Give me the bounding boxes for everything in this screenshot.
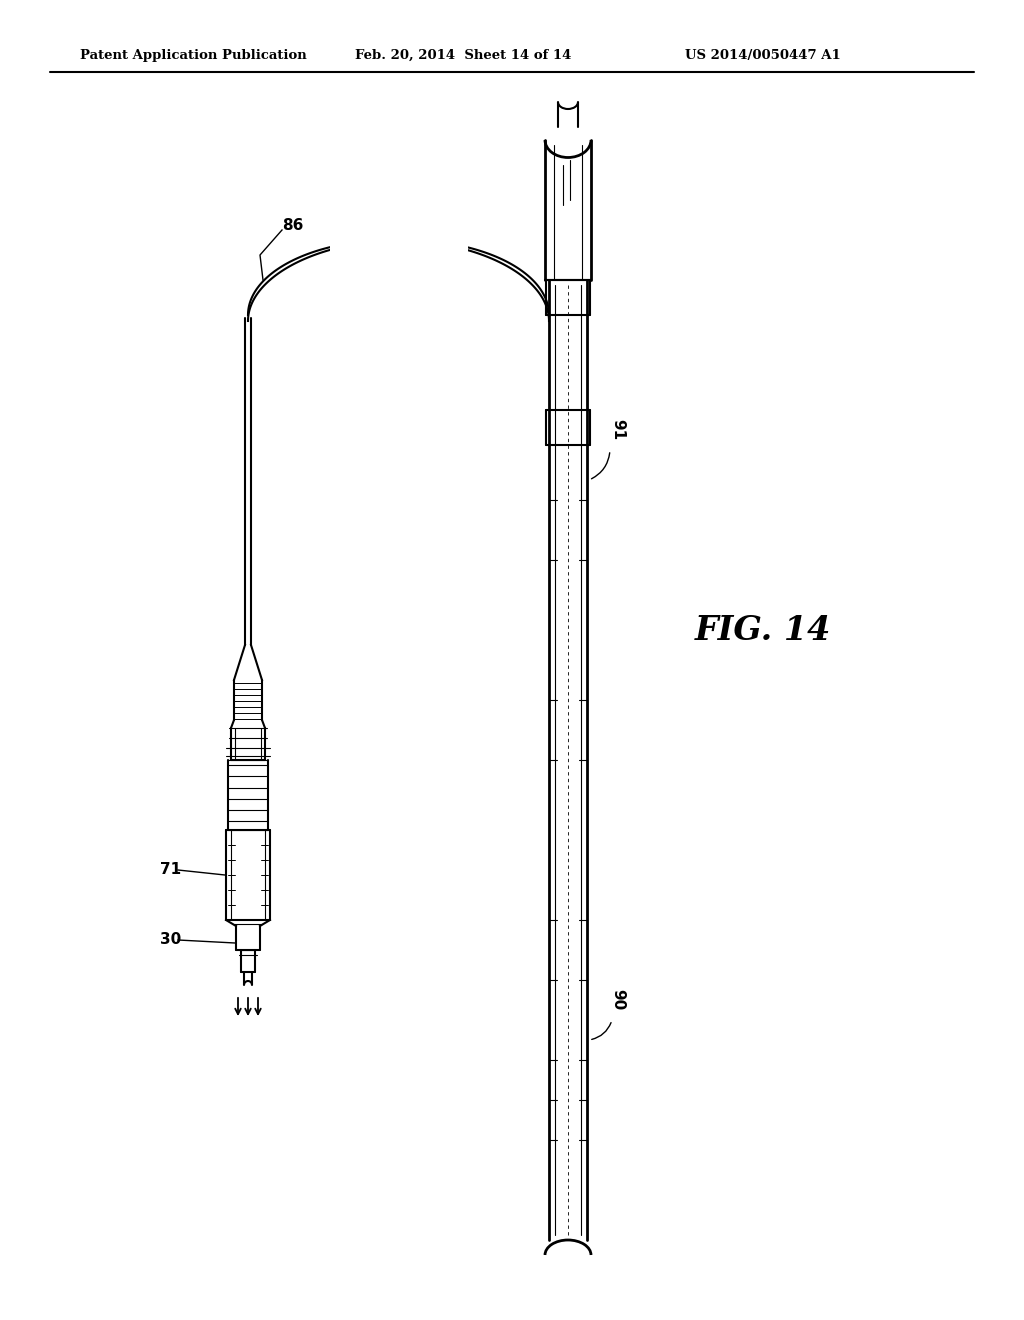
Text: Feb. 20, 2014  Sheet 14 of 14: Feb. 20, 2014 Sheet 14 of 14 <box>355 49 571 62</box>
Text: US 2014/0050447 A1: US 2014/0050447 A1 <box>685 49 841 62</box>
Text: FIG. 14: FIG. 14 <box>695 614 831 647</box>
Text: 90: 90 <box>610 990 625 1011</box>
Text: 91: 91 <box>610 420 625 441</box>
Text: 86: 86 <box>282 218 303 232</box>
Text: Patent Application Publication: Patent Application Publication <box>80 49 307 62</box>
Text: 71: 71 <box>160 862 181 878</box>
Text: 30: 30 <box>160 932 181 948</box>
